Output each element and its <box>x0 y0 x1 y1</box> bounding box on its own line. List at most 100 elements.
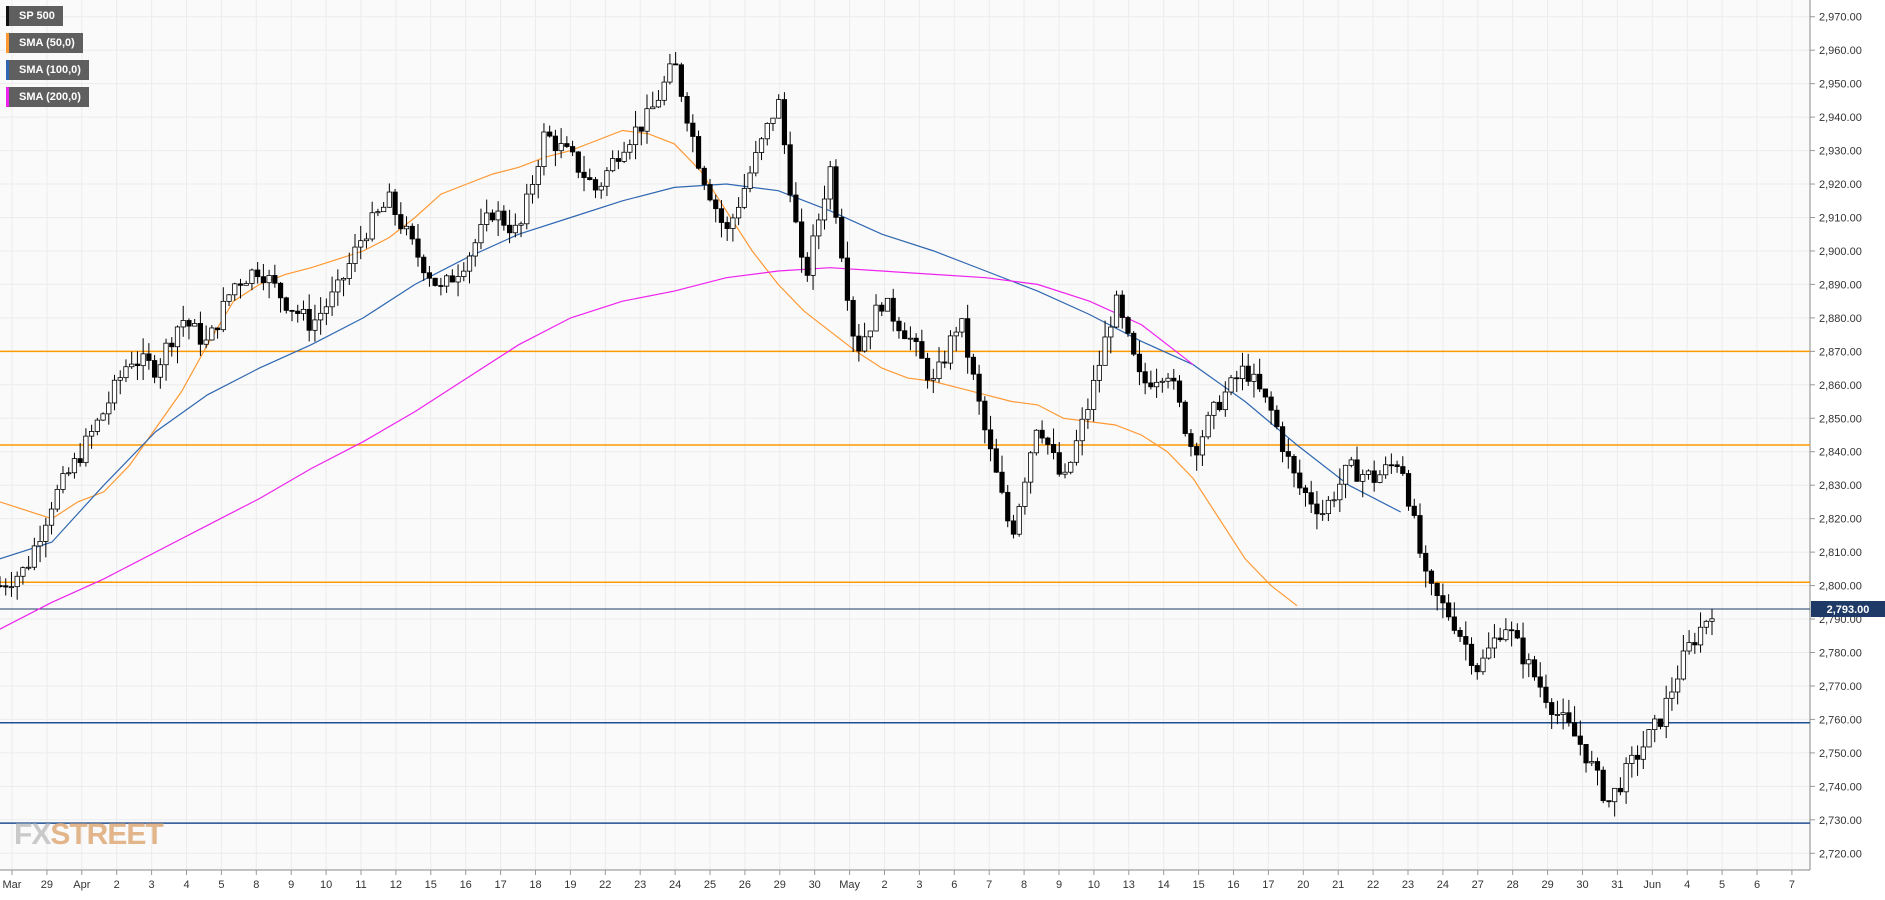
candle-body <box>489 212 496 221</box>
legend: SP 500 SMA (50,0) SMA (100,0) SMA (200,0… <box>6 6 89 114</box>
candle-body <box>1703 620 1709 628</box>
x-tick-label: 6 <box>951 879 957 891</box>
candle-body <box>1371 470 1377 483</box>
candle-body <box>312 319 318 331</box>
candle-body <box>770 117 776 124</box>
candle-body <box>1531 659 1538 678</box>
candle-body <box>1491 637 1498 649</box>
candle-body <box>20 567 26 577</box>
x-tick-label: 16 <box>460 879 472 891</box>
legend-item-sma100[interactable]: SMA (100,0) <box>6 60 89 80</box>
candle-body <box>1062 471 1068 475</box>
candle-body <box>1331 499 1337 502</box>
candle-body <box>89 431 95 437</box>
candle-body <box>43 524 49 542</box>
candle-body <box>1354 459 1360 482</box>
candle-body <box>352 246 358 264</box>
x-tick-label: 2 <box>114 879 120 891</box>
candle-body <box>140 353 146 367</box>
legend-item-sma200[interactable]: SMA (200,0) <box>6 87 89 107</box>
candle-body <box>833 166 839 218</box>
candle-body <box>535 166 541 185</box>
candle-body <box>1669 691 1675 699</box>
x-tick-label: 23 <box>1402 879 1414 891</box>
candle-body <box>1457 630 1463 637</box>
candle-body <box>873 304 879 332</box>
candle-body <box>1365 470 1372 475</box>
candle-body <box>867 330 873 338</box>
candle-body <box>398 214 404 230</box>
x-tick-label: 4 <box>1684 879 1690 891</box>
x-tick-label: 11 <box>355 879 366 891</box>
candle-body <box>0 585 3 587</box>
candle-body <box>1600 769 1606 802</box>
candle-body <box>1085 409 1091 420</box>
candle-body <box>1583 744 1589 764</box>
candle-body <box>1566 712 1572 724</box>
legend-item-sma50[interactable]: SMA (50,0) <box>6 33 83 53</box>
candle-body <box>1194 446 1200 456</box>
candle-body <box>1302 487 1309 494</box>
candle-body <box>1050 444 1057 454</box>
x-tick-label: 7 <box>1789 879 1795 891</box>
candle-body <box>678 64 684 97</box>
x-tick-label: 6 <box>1754 879 1760 891</box>
legend-item-sp500[interactable]: SP 500 <box>6 6 63 26</box>
candle-body <box>363 238 370 242</box>
candle-body <box>1228 377 1234 393</box>
candle-body <box>512 224 518 234</box>
y-tick-label: 2,950.00 <box>1819 79 1862 91</box>
y-tick-label: 2,760.00 <box>1819 714 1862 726</box>
candle-body <box>827 166 833 200</box>
candle-body <box>335 279 341 293</box>
legend-swatch <box>6 87 9 107</box>
candle-body <box>1617 787 1623 793</box>
candle-body <box>776 99 782 119</box>
candle-body <box>277 282 284 299</box>
candle-body <box>117 377 123 381</box>
candle-body <box>1216 401 1223 411</box>
candle-body <box>758 138 765 153</box>
candle-body <box>947 335 954 364</box>
candle-body <box>203 339 209 345</box>
x-tick-label: 26 <box>739 879 751 891</box>
candle-body <box>661 81 667 101</box>
candle-body <box>1125 317 1131 334</box>
candle-body <box>1102 336 1108 366</box>
candle-body <box>501 210 507 226</box>
candle-body <box>1010 520 1017 535</box>
x-tick-label: Apr <box>73 879 90 891</box>
candle-body <box>987 429 994 450</box>
candle-body <box>421 256 427 274</box>
x-tick-label: 9 <box>1056 879 1062 891</box>
candle-body <box>1182 401 1188 434</box>
x-tick-label: 20 <box>1297 879 1309 891</box>
x-tick-label: 3 <box>149 879 155 891</box>
candle-body <box>1543 686 1549 703</box>
x-tick-label: 12 <box>390 879 402 891</box>
candle-body <box>478 224 484 244</box>
candle-body <box>449 275 455 283</box>
x-tick-label: 14 <box>1158 879 1170 891</box>
candle-body <box>564 143 570 147</box>
candle-body <box>879 304 885 312</box>
candle-body <box>650 106 656 110</box>
x-tick-label: 17 <box>1262 879 1274 891</box>
price-tag: 2,793.00 <box>1827 604 1870 616</box>
candle-body <box>272 275 278 284</box>
candle-body <box>1131 332 1137 355</box>
candle-body <box>220 300 226 331</box>
candle-body <box>787 144 793 196</box>
candle-body <box>1159 380 1165 383</box>
candle-body <box>1108 326 1114 338</box>
candle-body <box>1279 426 1286 452</box>
candle-body <box>415 238 421 258</box>
candle-body <box>724 222 730 229</box>
candle-body <box>37 540 43 547</box>
candle-body <box>1383 464 1389 476</box>
candle-body <box>970 356 976 375</box>
sma200-line <box>0 267 1194 630</box>
candle-body <box>14 575 20 588</box>
